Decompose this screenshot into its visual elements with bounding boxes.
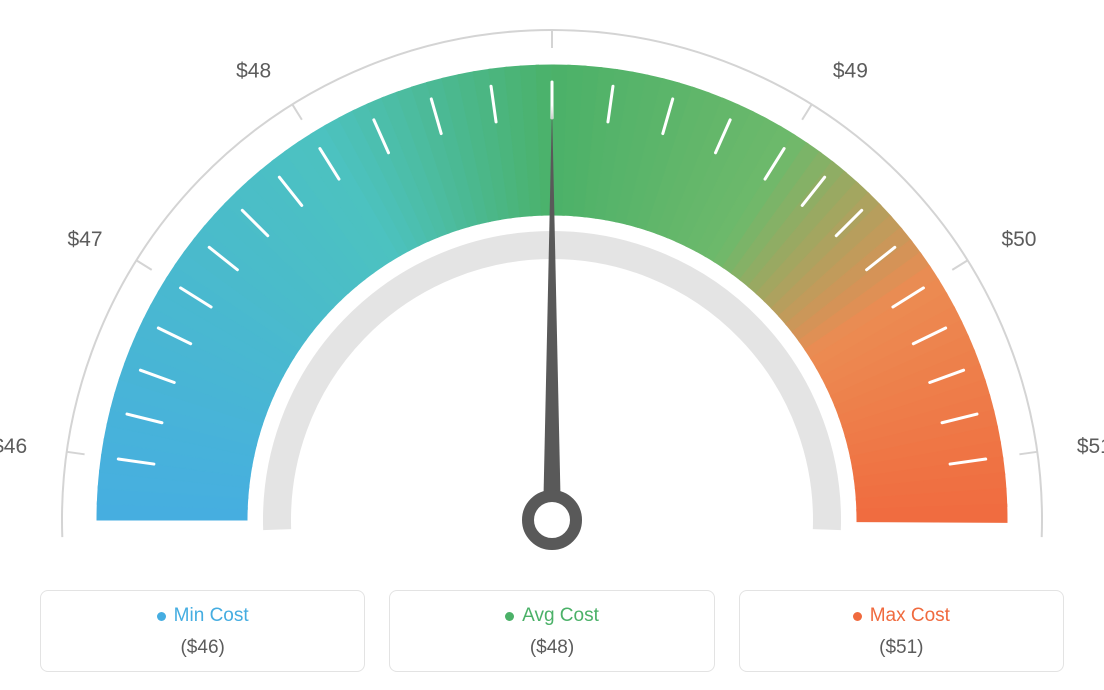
legend-value-min: ($46) (51, 637, 354, 659)
legend-value-max: ($51) (750, 637, 1053, 659)
gauge-tick-label: $48 (236, 60, 271, 83)
legend-top-min: Min Cost (157, 605, 249, 627)
legend-card-max: Max Cost ($51) (739, 590, 1064, 672)
gauge-svg: $46 $47 $48 $48 $49 $50 $51 (0, 0, 1104, 560)
legend-top-max: Max Cost (853, 605, 950, 627)
gauge-tick-label: $48 (534, 0, 569, 2)
gauge-tick-label: $51 (1077, 435, 1104, 458)
gauge-tick-label: $50 (1001, 228, 1036, 251)
gauge-tick-label: $47 (67, 228, 102, 251)
dot-icon (505, 612, 514, 621)
legend-label-max: Max Cost (870, 605, 950, 627)
legend-card-min: Min Cost ($46) (40, 590, 365, 672)
cost-gauge-chart: $46 $47 $48 $48 $49 $50 $51 Min Cost ($46) Avg… (0, 0, 1104, 690)
gauge-hub (528, 496, 576, 544)
legend-row: Min Cost ($46) Avg Cost ($48) Max Cost (… (0, 590, 1104, 672)
dot-icon (853, 612, 862, 621)
gauge-tick-label: $49 (833, 60, 868, 83)
gauge-tick-label: $46 (0, 435, 27, 458)
legend-value-avg: ($48) (400, 637, 703, 659)
legend-label-avg: Avg Cost (522, 605, 599, 627)
legend-label-min: Min Cost (174, 605, 249, 627)
dot-icon (157, 612, 166, 621)
legend-card-avg: Avg Cost ($48) (389, 590, 714, 672)
legend-top-avg: Avg Cost (505, 605, 599, 627)
